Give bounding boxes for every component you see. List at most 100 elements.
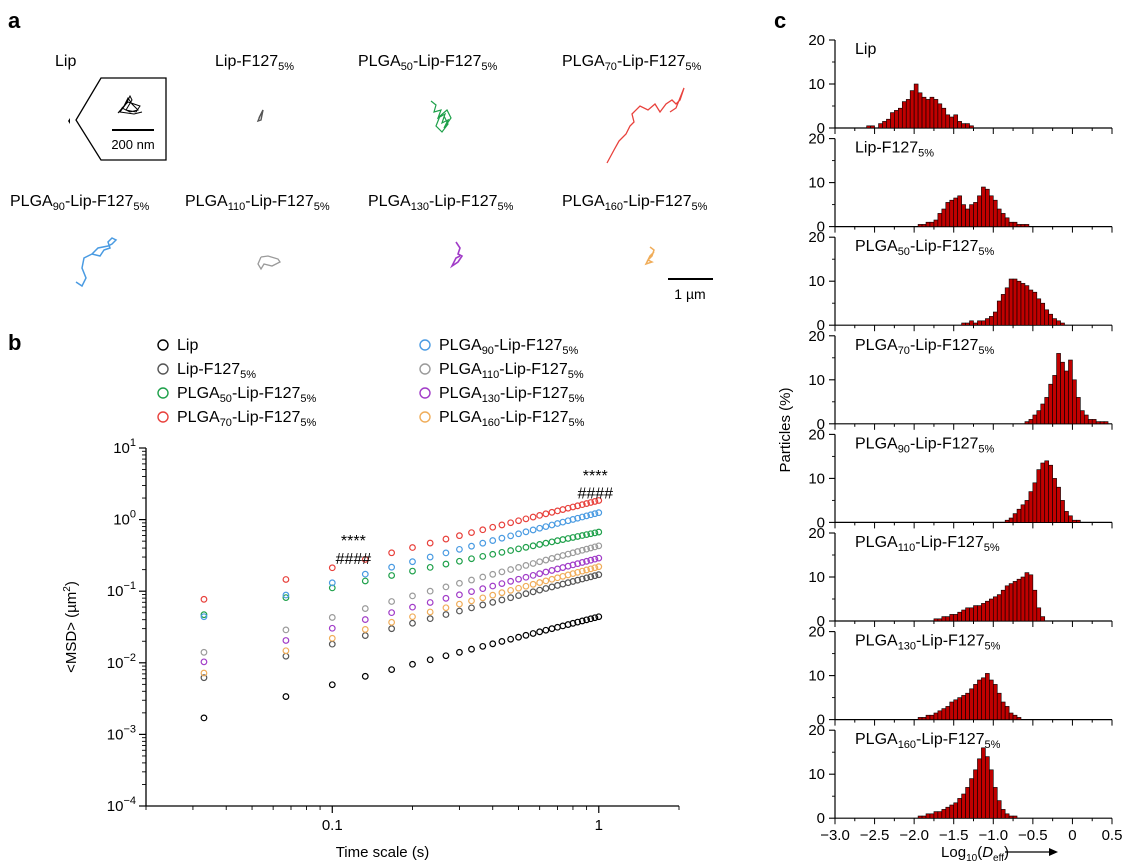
msd-point	[507, 547, 515, 554]
hist-bar	[965, 607, 970, 622]
hist-y-tick-label: 0	[817, 317, 825, 334]
hist-bar	[933, 712, 939, 720]
hist-bar	[913, 83, 919, 129]
msd-point	[442, 594, 450, 602]
hist-bar	[1048, 313, 1053, 326]
msd-point	[409, 558, 416, 566]
hist-bar	[1056, 320, 1061, 326]
hist-bar	[989, 598, 994, 622]
hist-bar	[953, 614, 958, 622]
hist-bar	[937, 811, 943, 819]
series-1	[200, 571, 603, 682]
msd-point	[591, 572, 599, 580]
series-5	[200, 542, 603, 656]
msd-point	[583, 545, 590, 553]
msd-point	[595, 528, 603, 536]
hist-x-tick-label: 0	[1068, 827, 1076, 844]
trajectory-title-2: PLGA50-Lip-F1275%	[358, 53, 498, 73]
msd-point	[574, 502, 582, 510]
hist-bar	[1008, 583, 1014, 622]
hist-bar	[941, 708, 947, 720]
hist-bar	[969, 607, 974, 622]
series-6	[200, 554, 603, 666]
hist-bar	[1076, 397, 1081, 425]
msd-point	[536, 512, 544, 519]
hist-bar	[929, 813, 935, 819]
legend-label: PLGA50-Lip-F1275%	[177, 385, 317, 405]
hist-bar	[965, 123, 970, 129]
y-tick-label: 10−3	[107, 723, 136, 743]
hist-title-3: PLGA70-Lip-F1275%	[855, 337, 995, 357]
series-4	[200, 509, 603, 621]
hist-bar	[1000, 809, 1006, 819]
hist-bar	[1004, 585, 1010, 622]
hist-bar	[917, 224, 923, 227]
msd-point	[456, 607, 463, 615]
hist-bar	[969, 778, 974, 819]
hist-y-axis-label: Particles (%)	[777, 387, 794, 472]
msd-point	[522, 515, 530, 523]
msd-point	[426, 563, 434, 571]
msd-point	[522, 573, 530, 581]
msd-point	[498, 521, 506, 529]
hist-bar	[949, 199, 955, 227]
y-tick-label: 10−2	[107, 652, 136, 672]
msd-point	[591, 543, 599, 551]
hist-x-tick-label: −1.0	[978, 827, 1008, 844]
hist-bar	[925, 99, 931, 129]
msd-point	[507, 577, 515, 585]
hist-bar	[1056, 353, 1061, 425]
hist-bar	[961, 123, 966, 129]
msd-point	[529, 580, 537, 588]
msd-point	[554, 520, 561, 527]
hist-bar	[965, 322, 970, 326]
hist-bar	[925, 714, 931, 720]
hist-y-tick-label: 0	[817, 712, 825, 729]
legend-marker	[419, 339, 431, 351]
msd-point	[554, 623, 561, 631]
msd-point	[361, 570, 369, 578]
msd-point	[507, 594, 515, 602]
series-7	[200, 563, 603, 677]
legend-marker	[419, 363, 431, 375]
hist-bar	[953, 197, 958, 227]
lip-inset: 200 nm	[68, 77, 167, 161]
histogram-2: 0 10 20 PLGA50-Lip-F1275%	[808, 229, 1113, 334]
msd-point	[569, 578, 577, 585]
hist-bar	[1004, 217, 1010, 227]
msd-point	[583, 500, 590, 507]
msd-point	[388, 549, 396, 557]
msd-point	[591, 555, 599, 563]
series-2	[200, 528, 603, 619]
msd-point	[409, 613, 416, 621]
msd-point	[515, 575, 522, 583]
msd-point	[569, 534, 577, 541]
hist-bar	[985, 188, 990, 227]
hist-title-2: PLGA50-Lip-F1275%	[855, 238, 995, 258]
msd-point	[583, 531, 590, 539]
hist-bar	[1000, 294, 1006, 326]
msd-point	[554, 553, 561, 561]
hist-bar	[1099, 421, 1105, 425]
hist-bar	[945, 114, 951, 129]
hist-bar	[886, 118, 891, 129]
msd-point	[282, 594, 290, 602]
hist-bar	[917, 717, 923, 720]
hist-bar	[1084, 414, 1089, 425]
hist-bar	[941, 616, 947, 622]
hist-bar	[981, 677, 986, 720]
hist-bar	[882, 121, 887, 129]
msd-point	[388, 572, 396, 579]
histogram-5: 0 10 20 PLGA110-Lip-F1275%	[808, 525, 1113, 630]
hist-title-7: PLGA160-Lip-F1275%	[855, 731, 1001, 751]
msd-point	[442, 549, 450, 557]
msd-point	[489, 570, 497, 578]
trajectory-plga110	[257, 255, 281, 271]
msd-point	[489, 582, 497, 590]
hist-y-tick-label: 0	[817, 613, 825, 630]
hist-bar	[917, 815, 923, 819]
hist-bar	[1000, 589, 1006, 622]
hist-bar	[1060, 361, 1065, 425]
panel-b-msd-plot: 10−4 10−3 10−2 10−1 100 101 0.1 1 Time scale (s)…	[62, 337, 680, 861]
hist-bar	[1024, 285, 1030, 326]
